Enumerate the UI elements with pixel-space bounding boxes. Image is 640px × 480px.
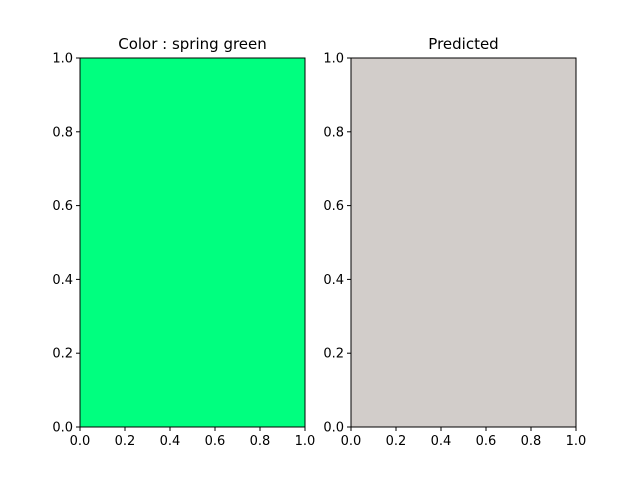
color-swatch-fill <box>80 58 305 427</box>
y-tick-label: 1.0 <box>52 52 73 67</box>
chart-title: Predicted <box>428 35 498 53</box>
y-axis: 0.0 0.2 0.4 0.6 0.8 1.0 <box>323 52 351 436</box>
x-tick-label: 0.0 <box>341 434 362 449</box>
y-tick-label: 1.0 <box>323 52 344 67</box>
x-tick-label: 0.6 <box>476 434 497 449</box>
chart-title: Color : spring green <box>118 35 267 53</box>
x-tick-label: 0.0 <box>70 434 91 449</box>
x-tick-label: 1.0 <box>566 434 587 449</box>
color-swatch-fill <box>351 58 576 427</box>
y-tick-label: 0.0 <box>323 421 344 436</box>
x-tick-label: 0.8 <box>521 434 542 449</box>
y-tick-label: 0.6 <box>323 199 344 214</box>
y-tick-label: 0.4 <box>52 273 73 288</box>
y-tick-label: 0.0 <box>52 421 73 436</box>
x-tick-label: 0.4 <box>431 434 452 449</box>
y-tick-label: 0.2 <box>52 347 73 362</box>
y-tick-label: 0.4 <box>323 273 344 288</box>
x-tick-label: 0.2 <box>386 434 407 449</box>
x-axis: 0.0 0.2 0.4 0.6 0.8 1.0 <box>70 427 316 449</box>
y-tick-label: 0.8 <box>323 125 344 140</box>
y-tick-label: 0.2 <box>323 347 344 362</box>
x-tick-label: 0.6 <box>205 434 226 449</box>
y-tick-label: 0.6 <box>52 199 73 214</box>
chart-panel-predicted-color: Predicted 0.0 0.2 0.4 0.6 0.8 1.0 0.00.20.40.… <box>323 35 586 449</box>
x-tick-label: 1.0 <box>295 434 316 449</box>
axes-frame <box>79 57 306 428</box>
axes-frame <box>350 57 577 428</box>
x-axis: 0.0 0.2 0.4 0.6 0.8 1.0 <box>341 427 587 449</box>
y-axis: 0.0 0.2 0.4 0.6 0.8 1.0 <box>52 52 80 436</box>
x-tick-label: 0.2 <box>115 434 136 449</box>
x-tick-label: 0.8 <box>250 434 271 449</box>
chart-panel-true-color: Color : spring green 0.0 0.2 0.4 0.6 0.8 1.0 … <box>52 35 315 449</box>
x-tick-label: 0.4 <box>160 434 181 449</box>
y-tick-label: 0.8 <box>52 125 73 140</box>
